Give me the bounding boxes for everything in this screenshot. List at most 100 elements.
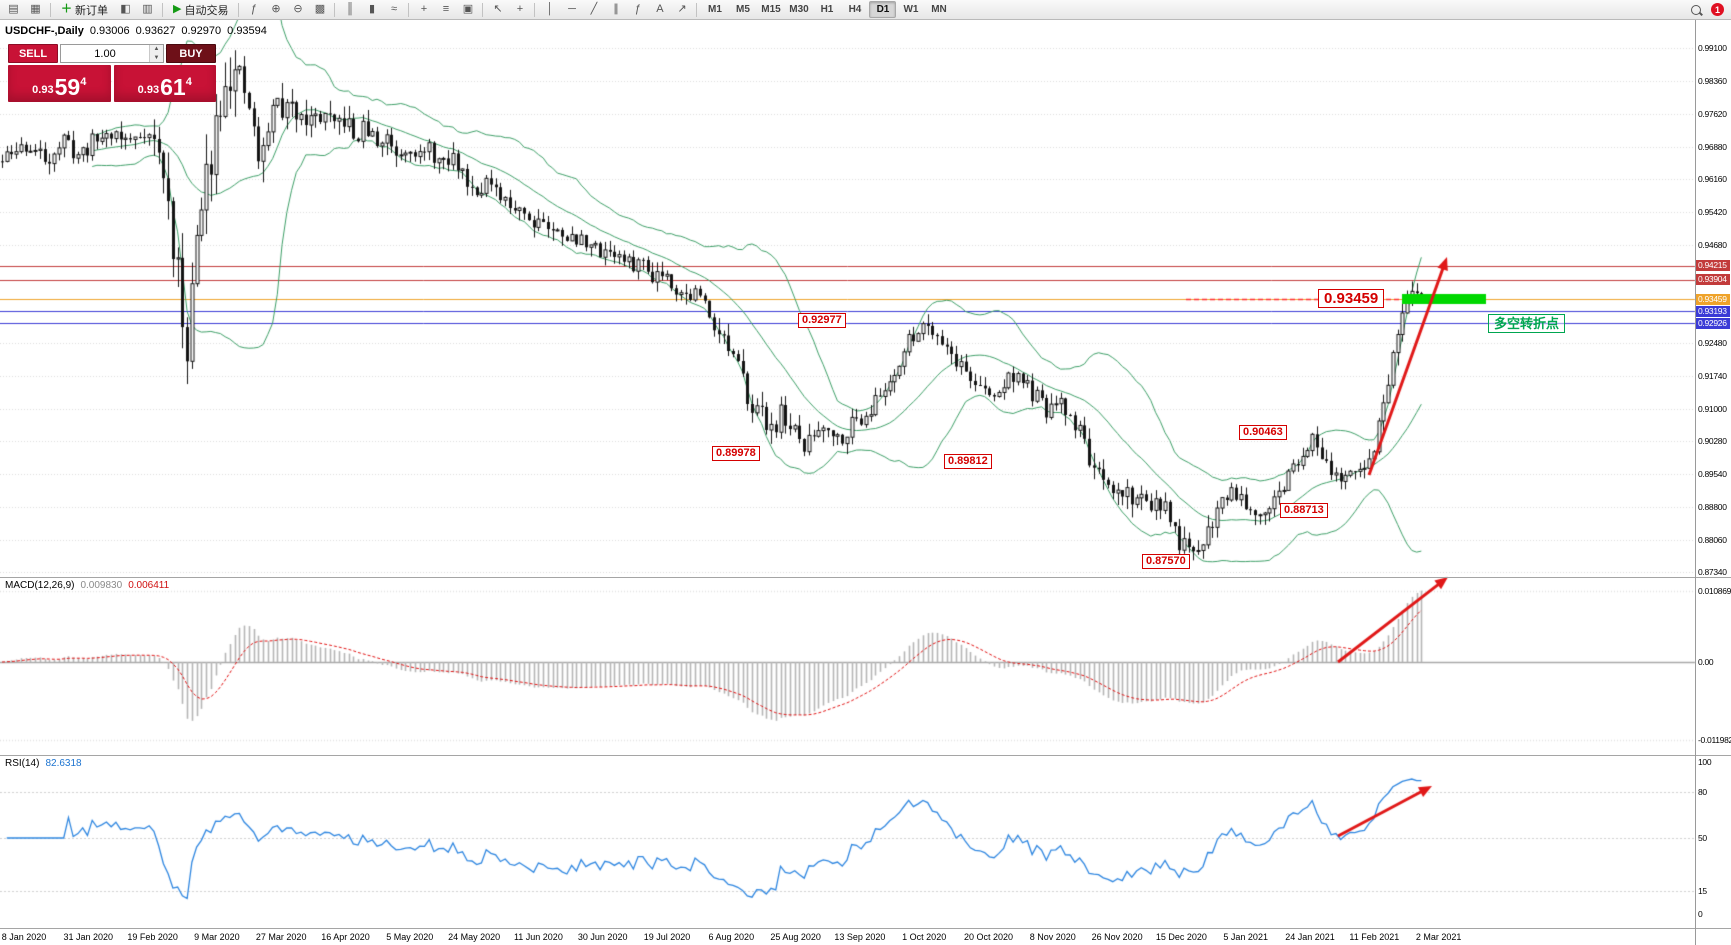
- timeframe-button-mn[interactable]: MN: [931, 4, 947, 15]
- toolbar-separator: [162, 2, 163, 17]
- trendline-icon[interactable]: ╱: [583, 0, 604, 19]
- arrows-tool-icon[interactable]: ↗: [671, 0, 692, 19]
- lot-increase-icon[interactable]: ▲: [150, 45, 163, 54]
- new-chart-icon[interactable]: +: [413, 0, 434, 19]
- price-axis-label: 0.87340: [1698, 567, 1727, 578]
- timeframe-button-m1[interactable]: M1: [708, 4, 722, 15]
- price-axis-label: 0.98360: [1698, 75, 1727, 86]
- date-axis-label: 9 Mar 2020: [194, 932, 240, 942]
- indicators-icon-icon: ƒ: [250, 3, 258, 15]
- text-tool-icon[interactable]: A: [649, 0, 670, 19]
- date-axis-label: 13 Sep 2020: [834, 932, 886, 942]
- main-macd-separator[interactable]: [0, 577, 1731, 578]
- lot-decrease-icon[interactable]: ▼: [150, 53, 163, 62]
- tile-windows-icon[interactable]: ▩: [309, 0, 330, 19]
- date-axis-label: 25 Aug 2020: [770, 932, 821, 942]
- lot-size-field[interactable]: 1.00 ▲ ▼: [60, 44, 164, 63]
- sell-price-pip: 4: [80, 76, 87, 88]
- price-callout-label[interactable]: 0.88713: [1280, 502, 1328, 518]
- macd-axis-label: -0.011982: [1698, 734, 1731, 745]
- channel-icon[interactable]: ∥: [605, 0, 626, 19]
- templates-icon[interactable]: ▣: [457, 0, 478, 19]
- macd-axis-label: 0.010869: [1698, 586, 1731, 597]
- price-callout-label[interactable]: 0.90463: [1239, 424, 1287, 440]
- candlestick-chart-icon[interactable]: ▮: [361, 0, 382, 19]
- tile-chart-icon[interactable]: ▦: [25, 0, 46, 19]
- tile-chart-icon-icon: ▦: [30, 3, 41, 15]
- date-axis-label: 8 Nov 2020: [1029, 932, 1076, 942]
- toolbar-separator: [534, 2, 536, 17]
- price-callout-label[interactable]: 0.87570: [1142, 553, 1190, 569]
- tile-windows-icon-icon: ▩: [314, 3, 326, 15]
- date-axis-label: 24 Jan 2021: [1285, 932, 1335, 942]
- timeframe-button-m15[interactable]: M15: [761, 4, 781, 15]
- date-axis-label: 30 Jun 2020: [577, 932, 628, 942]
- auto-trading-button[interactable]: ▶ 自动交易: [167, 0, 234, 19]
- fibonacci-icon[interactable]: ƒ: [627, 0, 648, 19]
- price-axis-tag: 0.94215: [1696, 260, 1730, 272]
- high-value: 0.93627: [135, 25, 176, 37]
- profiles-icon[interactable]: ≡: [435, 0, 456, 19]
- timeframe-button-d1[interactable]: D1: [869, 1, 897, 18]
- auto-trading-button-label: 自动交易: [184, 4, 229, 17]
- zoom-in-icon[interactable]: ⊕: [265, 0, 286, 19]
- price-callout-label[interactable]: 0.89978: [712, 446, 760, 462]
- timeframe-button-m5[interactable]: M5: [736, 4, 750, 15]
- auto-trading-icon: ▶: [173, 3, 182, 15]
- timeframe-button-w1[interactable]: W1: [903, 4, 919, 15]
- new-order-button[interactable]: ＋新订单: [55, 0, 114, 19]
- buy-button[interactable]: BUY: [166, 44, 216, 63]
- open-value: 0.93006: [89, 25, 130, 37]
- price-axis-label: 0.91740: [1698, 370, 1727, 381]
- price-axis-label: 0.88060: [1698, 534, 1727, 545]
- horizontal-line-icon[interactable]: ─: [561, 0, 582, 19]
- sell-price-big: 59: [54, 74, 81, 100]
- macd-rsi-separator[interactable]: [0, 755, 1731, 756]
- notification-badge[interactable]: 1: [1711, 3, 1724, 16]
- one-click-trading-panel: SELL 1.00 ▲ ▼ BUY 0.93 59 4 0.93: [8, 44, 216, 102]
- symbol-period-label: USDCHF-,Daily: [5, 25, 84, 37]
- toolbar-separator: [334, 2, 336, 17]
- timeframe-button-m30[interactable]: M30: [789, 4, 809, 15]
- timeframe-button-h4[interactable]: H4: [848, 4, 862, 15]
- bar-chart-icon[interactable]: ║: [339, 0, 360, 19]
- data-window-icon[interactable]: ▥: [137, 0, 158, 19]
- cursor-icon[interactable]: ↖: [487, 0, 508, 19]
- buy-price-button[interactable]: 0.93 61 4: [113, 65, 216, 102]
- sell-price-button[interactable]: 0.93 59 4: [8, 65, 111, 102]
- rsi-axis-label: 100: [1698, 757, 1712, 767]
- sell-button[interactable]: SELL: [8, 44, 58, 63]
- line-chart-icon[interactable]: ≈: [383, 0, 404, 19]
- buy-price-pip: 4: [185, 76, 192, 88]
- buy-price-prefix: 0.93: [137, 84, 160, 96]
- price-axis-label: 0.95420: [1698, 206, 1727, 217]
- zoom-out-icon-icon: ⊖: [293, 3, 303, 15]
- indicators-icon[interactable]: ƒ: [243, 0, 264, 19]
- date-axis-label: 1 Oct 2020: [902, 932, 947, 942]
- rsi-name: RSI(14): [5, 758, 40, 769]
- turning-point-annotation[interactable]: 多空转折点: [1488, 314, 1566, 333]
- lot-stepper[interactable]: ▲ ▼: [149, 45, 163, 62]
- chart-window-icon[interactable]: ▤: [3, 0, 24, 19]
- price-axis-separator[interactable]: [1695, 20, 1696, 945]
- zoom-out-icon[interactable]: ⊖: [287, 0, 308, 19]
- price-callout-label[interactable]: 0.89812: [944, 453, 992, 469]
- breakout-price-label[interactable]: 0.93459: [1318, 289, 1385, 308]
- price-axis-label: 0.96160: [1698, 174, 1727, 184]
- market-watch-icon[interactable]: ◧: [115, 0, 136, 19]
- price-callout-label[interactable]: 0.92977: [798, 312, 846, 328]
- search-icon-glyph: [1690, 4, 1701, 15]
- crosshair-icon[interactable]: +: [509, 0, 530, 19]
- price-axis-label: 0.89540: [1698, 468, 1727, 479]
- date-axis-label: 11 Jun 2020: [513, 932, 563, 942]
- price-axis-label: 0.91000: [1698, 403, 1727, 414]
- trading-chart-canvas[interactable]: [0, 20, 1731, 945]
- date-axis-label: 15 Dec 2020: [1155, 932, 1207, 942]
- toolbar-separator: [482, 2, 484, 17]
- low-value: 0.92970: [181, 25, 222, 37]
- timeframe-button-h1[interactable]: H1: [820, 4, 834, 15]
- lot-size-value[interactable]: 1.00: [94, 47, 116, 60]
- search-icon[interactable]: [1685, 0, 1706, 19]
- vertical-line-icon[interactable]: │: [539, 0, 560, 19]
- fibonacci-icon-icon: ƒ: [634, 3, 642, 15]
